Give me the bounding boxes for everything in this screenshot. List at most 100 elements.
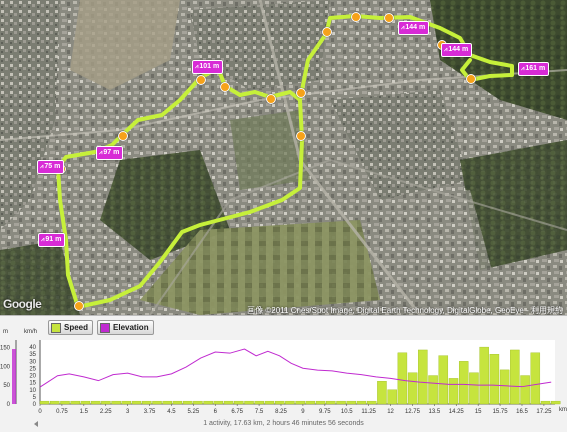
x-tick-label: 6 xyxy=(214,409,218,415)
speed-bar xyxy=(121,400,132,405)
speed-bar xyxy=(182,400,193,405)
x-tick-label: 9 xyxy=(301,409,305,415)
y-right-tick-label: 35 xyxy=(29,352,36,358)
elevation-pin[interactable]: ⩘91 m xyxy=(38,233,66,247)
speed-bar xyxy=(213,400,224,405)
speed-bar xyxy=(356,400,367,405)
x-tick-label: 0.75 xyxy=(56,409,68,415)
speed-bar xyxy=(510,349,520,405)
waypoint[interactable] xyxy=(74,301,84,311)
waypoint[interactable] xyxy=(220,82,230,92)
legend-toggle-elevation[interactable]: Elevation xyxy=(97,320,154,335)
waypoint[interactable] xyxy=(322,27,332,37)
elevation-icon: ⩘ xyxy=(195,64,199,70)
legend-label: Elevation xyxy=(113,323,149,332)
elevation-icon: ⩘ xyxy=(40,164,44,170)
speed-bar xyxy=(315,400,326,405)
elevation-swatch-icon xyxy=(100,322,111,333)
speed-bar xyxy=(377,381,387,405)
speed-bar xyxy=(295,400,305,405)
x-tick-label: 5.25 xyxy=(188,409,200,415)
speed-bar xyxy=(366,400,377,405)
elevation-pin[interactable]: ⩘144 m xyxy=(441,43,473,57)
speed-bar xyxy=(551,400,561,405)
speed-bar xyxy=(540,400,551,405)
elevation-line xyxy=(39,348,552,388)
speed-bar xyxy=(530,352,541,405)
speed-bar xyxy=(254,400,264,405)
speed-bar xyxy=(428,375,438,405)
speed-bar xyxy=(407,372,418,405)
speed-bar xyxy=(70,400,80,405)
elevation-pin[interactable]: ⩘144 m xyxy=(398,21,430,35)
elevation-pin[interactable]: ⩘101 m xyxy=(192,60,224,74)
speed-bar xyxy=(203,400,213,405)
speed-bar xyxy=(418,349,428,405)
elevation-pin[interactable]: ⩘161 m xyxy=(518,62,550,76)
y-right-tick-label: 10 xyxy=(29,388,36,394)
x-tick-label: 1.5 xyxy=(80,409,89,415)
speed-bar xyxy=(60,400,70,405)
speed-bar xyxy=(90,400,101,405)
speed-bar xyxy=(285,400,295,405)
y-right-tick-label: 15 xyxy=(29,381,36,387)
waypoint[interactable] xyxy=(266,94,276,104)
speed-bar xyxy=(397,352,408,405)
elevation-pin[interactable]: ⩘97 m xyxy=(96,146,124,160)
x-tick-label: 15.75 xyxy=(493,409,509,415)
x-tick-label: 9.75 xyxy=(319,409,331,415)
chart-legend: Speed Elevation xyxy=(48,320,154,335)
elevation-icon: ⩘ xyxy=(521,66,525,72)
y-right-unit: km/h xyxy=(24,329,37,335)
speed-bar xyxy=(479,346,489,405)
activity-summary: 1 activity, 17.63 km, 2 hours 46 minutes… xyxy=(203,420,364,427)
speed-bar xyxy=(499,369,510,405)
speed-bar xyxy=(489,354,500,405)
legend-toggle-speed[interactable]: Speed xyxy=(48,320,94,335)
x-tick-label: 12 xyxy=(387,409,394,415)
elevation-pin[interactable]: ⩘75 m xyxy=(37,160,65,174)
speed-bar xyxy=(152,400,162,405)
x-tick-label: 14.25 xyxy=(449,409,465,415)
x-unit: km xyxy=(559,407,567,413)
waypoint[interactable] xyxy=(296,131,306,141)
speed-bar xyxy=(448,378,459,405)
speed-bar xyxy=(193,400,203,405)
y-left-tick-label: 50 xyxy=(3,383,10,389)
waypoint[interactable] xyxy=(351,12,361,22)
plot-area xyxy=(40,340,555,404)
x-tick-label: 17.25 xyxy=(536,409,552,415)
satellite-imagery[interactable] xyxy=(0,0,567,315)
x-tick-label: 13.5 xyxy=(429,409,441,415)
y-right-tick-label: 25 xyxy=(29,366,36,372)
speed-bar xyxy=(50,400,60,405)
speed-bar xyxy=(346,400,357,405)
y-right-tick-label: 30 xyxy=(29,359,36,365)
x-tick-label: 2.25 xyxy=(100,409,112,415)
map-copyright[interactable]: 画像 ©2011 Cnes/Spot Image, Digital Earth … xyxy=(247,306,563,315)
x-tick-label: 10.5 xyxy=(341,409,353,415)
waypoint[interactable] xyxy=(118,131,128,141)
waypoint[interactable] xyxy=(196,75,206,85)
profile-chart-panel: Speed Elevation m km/h km 0 50 100 150 0 5 10 15 20… xyxy=(0,315,567,432)
satellite-map[interactable]: ⩘75 m ⩘97 m ⩘101 m ⩘144 m ⩘144 m ⩘161 m … xyxy=(0,0,567,315)
speed-bar xyxy=(244,400,254,405)
speed-bar xyxy=(387,389,397,405)
y-left-tick-label: 0 xyxy=(7,402,11,408)
waypoint[interactable] xyxy=(296,88,306,98)
y-left-tick-label: 100 xyxy=(0,364,11,370)
speed-bar xyxy=(80,400,91,405)
x-tick-label: 4.5 xyxy=(167,409,176,415)
speed-bar xyxy=(111,400,121,405)
waypoint[interactable] xyxy=(466,74,476,84)
speed-bar xyxy=(142,400,152,405)
x-tick-label: 3.75 xyxy=(144,409,156,415)
speed-bar xyxy=(458,361,469,405)
speed-bar xyxy=(131,400,142,405)
waypoint[interactable] xyxy=(384,13,394,23)
x-tick-label: 7.5 xyxy=(255,409,264,415)
x-tick-label: 15 xyxy=(475,409,482,415)
elevation-icon: ⩘ xyxy=(99,150,103,156)
x-tick-label: 16.5 xyxy=(516,409,528,415)
